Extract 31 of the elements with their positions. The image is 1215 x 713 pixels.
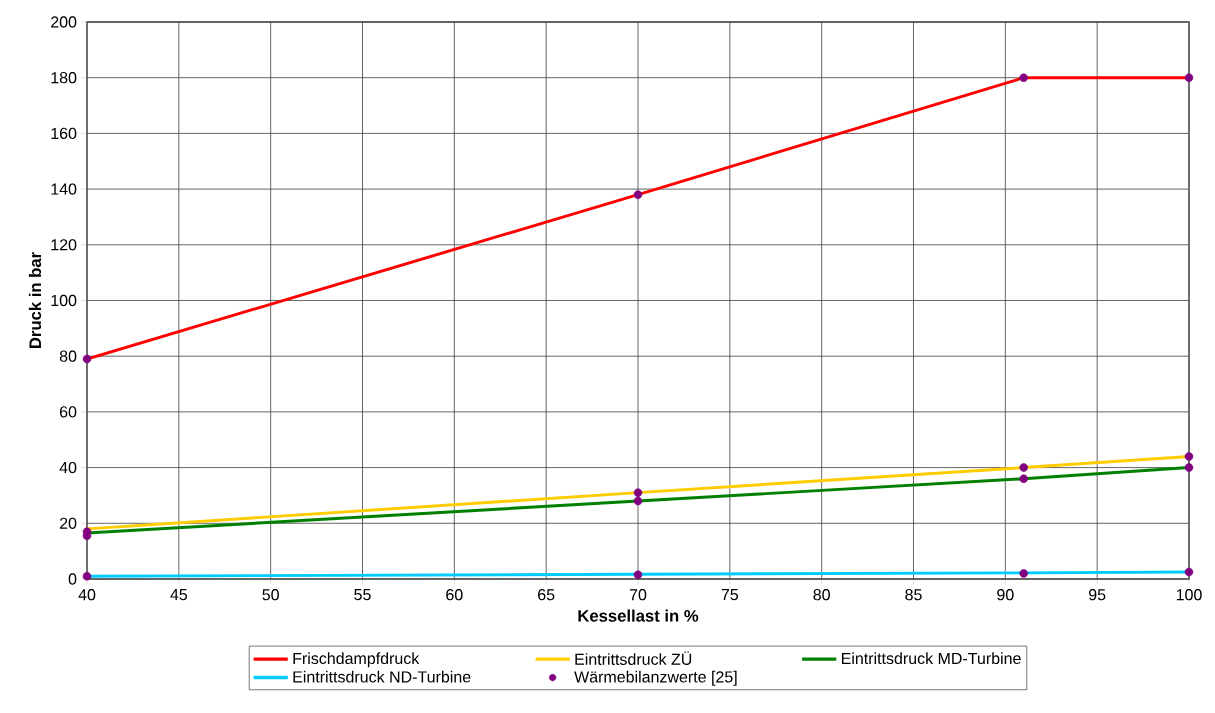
y-tick-label: 20 bbox=[59, 517, 77, 529]
y-tick-label: 100 bbox=[51, 294, 77, 307]
legend-label: Eintrittsdruck ZÜ bbox=[575, 651, 692, 665]
y-tick-label: 140 bbox=[51, 183, 77, 195]
y-tick-label: 200 bbox=[51, 16, 77, 28]
x-tick-label: 40 bbox=[78, 589, 96, 601]
y-tick-label: 0 bbox=[68, 573, 77, 585]
x-tick-label: 55 bbox=[354, 589, 371, 601]
x-tick-label: 90 bbox=[997, 589, 1014, 601]
x-tick-label: 65 bbox=[538, 589, 555, 601]
legend-label: Frischdampfdruck bbox=[293, 652, 420, 668]
y-tick-label: 180 bbox=[51, 72, 77, 84]
legend-label: Eintrittsdruck MD-Turbine bbox=[841, 652, 1021, 665]
y-tick-label: 120 bbox=[51, 239, 77, 251]
legend-label: Eintrittsdruck ND-Turbine bbox=[293, 670, 471, 683]
y-tick-label: 60 bbox=[59, 406, 77, 418]
x-tick-label: 100 bbox=[1176, 589, 1202, 601]
x-tick-label: 50 bbox=[262, 589, 279, 601]
x-tick-label: 60 bbox=[446, 589, 463, 601]
legend-label: Wärmebilanzwerte [25] bbox=[574, 670, 737, 686]
x-tick-label: 70 bbox=[629, 589, 647, 601]
x-tick-label: 95 bbox=[1089, 589, 1106, 601]
y-tick-label: 40 bbox=[59, 461, 77, 474]
y-axis-title: Druck in bar bbox=[28, 252, 42, 348]
y-tick-label: 160 bbox=[51, 127, 77, 140]
x-tick-label: 85 bbox=[905, 589, 922, 601]
y-tick-label: 80 bbox=[59, 350, 77, 362]
x-tick-label: 45 bbox=[170, 589, 188, 601]
x-tick-label: 80 bbox=[813, 589, 830, 601]
x-axis-title: Kessellast in % bbox=[578, 609, 699, 622]
x-tick-label: 75 bbox=[721, 589, 739, 601]
